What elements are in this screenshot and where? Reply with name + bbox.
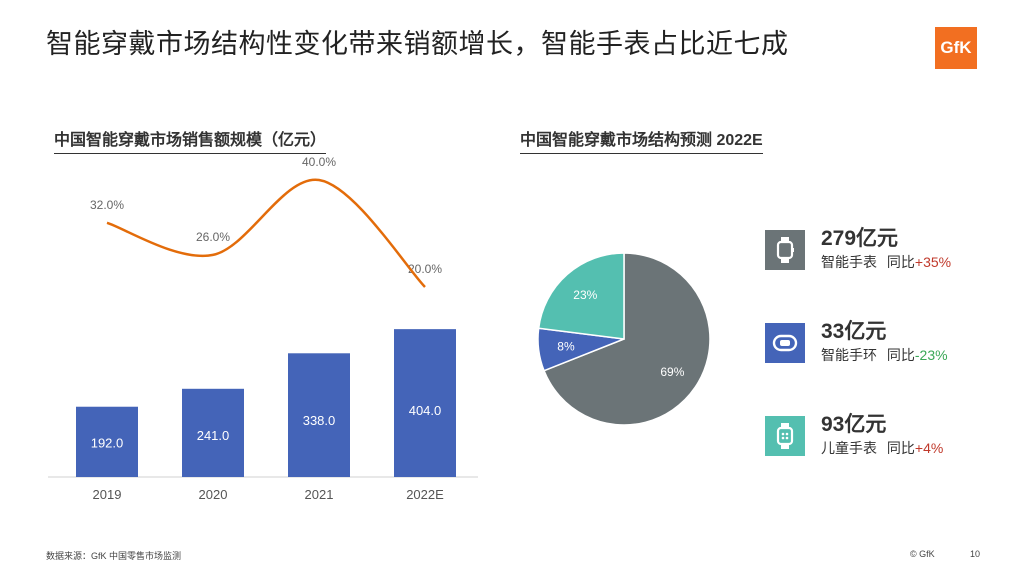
pie-slice-label: 23% bbox=[573, 288, 597, 302]
pie-slice-label: 69% bbox=[660, 365, 684, 379]
line-value-label: 32.0% bbox=[90, 198, 124, 212]
kids-watch-name: 儿童手表 bbox=[821, 440, 877, 456]
x-tick-label: 2022E bbox=[406, 487, 444, 502]
smartwatch-yoy-label: 同比 bbox=[886, 254, 915, 270]
pie-slice bbox=[543, 252, 711, 426]
footer-source: 数据来源：GfK 中国零售市场监测 bbox=[46, 551, 182, 561]
page-title: 智能穿戴市场结构性变化带来销额增长，智能手表占比近七成 bbox=[46, 29, 789, 59]
bar-line-chart: 192.0 2019 32.0% 241.0 2020 26.0% 338.0 2021 40.… bbox=[48, 155, 478, 502]
bar-chart-title: 中国智能穿戴市场销售额规模（亿元） bbox=[54, 126, 327, 154]
pie-slice-label: 8% bbox=[557, 339, 575, 353]
x-tick-label: 2020 bbox=[199, 487, 228, 502]
bar bbox=[394, 329, 456, 477]
bar-value-label: 338.0 bbox=[303, 413, 336, 428]
pie-chart: 69% 8% 23% bbox=[537, 252, 711, 426]
band-value: 33亿元 bbox=[821, 320, 887, 343]
kids-watch-icon bbox=[765, 416, 805, 456]
band-icon bbox=[765, 323, 805, 363]
smartwatch-icon bbox=[765, 230, 805, 270]
growth-line bbox=[106, 178, 426, 288]
band-desc: 智能手环 同比-23% bbox=[821, 345, 948, 365]
page-number: 10 bbox=[970, 549, 981, 559]
kids-watch-desc: 儿童手表 同比+4% bbox=[821, 438, 943, 458]
bar-value-label: 192.0 bbox=[91, 435, 124, 450]
bar bbox=[182, 388, 244, 477]
kids-watch-yoy: +4% bbox=[914, 440, 944, 456]
gfk-logo: GfK bbox=[935, 27, 977, 69]
footer-copyright: © GfK bbox=[910, 549, 935, 559]
bar bbox=[76, 406, 138, 477]
pie-slice bbox=[537, 252, 625, 340]
kids-watch-value: 93亿元 bbox=[821, 413, 887, 436]
smartwatch-yoy: +35% bbox=[914, 254, 952, 270]
bar-value-label: 404.0 bbox=[409, 403, 442, 418]
band-name: 智能手环 bbox=[821, 347, 877, 363]
pie-chart-title: 中国智能穿戴市场结构预测 2022E bbox=[520, 126, 763, 154]
smartwatch-value: 279亿元 bbox=[821, 227, 899, 250]
line-value-label: 40.0% bbox=[302, 155, 336, 169]
line-value-label: 20.0% bbox=[408, 262, 442, 276]
x-tick-label: 2021 bbox=[305, 487, 334, 502]
line-value-label: 26.0% bbox=[196, 230, 230, 244]
bar-value-label: 241.0 bbox=[197, 428, 230, 443]
smartwatch-name: 智能手表 bbox=[821, 254, 877, 270]
kids-watch-yoy-label: 同比 bbox=[886, 440, 915, 456]
x-tick-label: 2019 bbox=[93, 487, 122, 502]
bar bbox=[288, 353, 350, 477]
smartwatch-desc: 智能手表 同比+35% bbox=[821, 252, 951, 272]
band-yoy: -23% bbox=[914, 347, 948, 363]
band-yoy-label: 同比 bbox=[886, 347, 915, 363]
